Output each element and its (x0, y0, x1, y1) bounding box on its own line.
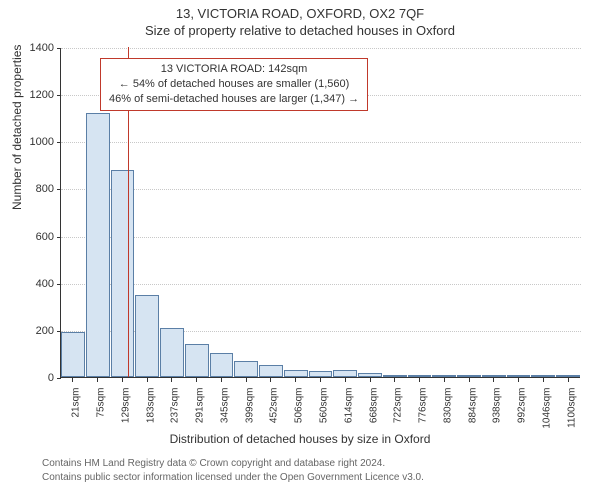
gridline (61, 189, 581, 190)
histogram-bar (284, 370, 308, 377)
xtick-mark (270, 378, 271, 382)
page-title: 13, VICTORIA ROAD, OXFORD, OX2 7QF (0, 0, 600, 21)
xtick-label: 183sqm (145, 388, 156, 424)
histogram-bar (61, 332, 85, 377)
histogram-bar (482, 375, 506, 377)
histogram-bar (358, 373, 382, 377)
xtick-label: 237sqm (170, 388, 181, 424)
x-axis-label: Distribution of detached houses by size … (0, 432, 600, 446)
histogram-bar (309, 371, 333, 377)
xtick-label: 75sqm (96, 388, 107, 418)
histogram-bar (135, 295, 159, 378)
histogram-bar (111, 170, 135, 377)
ytick-mark (57, 378, 61, 379)
xtick-label: 830sqm (442, 388, 453, 424)
info-line-2: ← 54% of detached houses are smaller (1,… (109, 77, 359, 92)
histogram-bar (86, 113, 110, 377)
chart-area: 13 VICTORIA ROAD: 142sqm ← 54% of detach… (60, 48, 580, 378)
ytick-label: 800 (36, 183, 54, 195)
xtick-mark (72, 378, 73, 382)
xtick-label: 452sqm (269, 388, 280, 424)
footer-license: Contains public sector information licen… (42, 472, 424, 483)
xtick-label: 1100sqm (566, 388, 577, 428)
ytick-mark (57, 189, 61, 190)
chart-container: 13, VICTORIA ROAD, OXFORD, OX2 7QF Size … (0, 0, 600, 500)
info-line-3: 46% of semi-detached houses are larger (… (109, 92, 359, 107)
ytick-label: 400 (36, 278, 54, 290)
xtick-label: 722sqm (393, 388, 404, 424)
ytick-label: 1000 (30, 136, 54, 148)
histogram-bar (160, 328, 184, 378)
histogram-bar (531, 375, 555, 377)
gridline (61, 284, 581, 285)
histogram-bar (333, 370, 357, 377)
xtick-label: 506sqm (294, 388, 305, 424)
histogram-bar (383, 375, 407, 377)
ytick-mark (57, 48, 61, 49)
ytick-mark (57, 142, 61, 143)
ytick-mark (57, 237, 61, 238)
xtick-mark (122, 378, 123, 382)
info-line-1: 13 VICTORIA ROAD: 142sqm (109, 62, 359, 77)
xtick-mark (246, 378, 247, 382)
ytick-label: 600 (36, 231, 54, 243)
ytick-label: 200 (36, 325, 54, 337)
histogram-bar (457, 375, 481, 377)
ytick-label: 0 (48, 372, 54, 384)
xtick-mark (295, 378, 296, 382)
xtick-mark (97, 378, 98, 382)
xtick-label: 345sqm (219, 388, 230, 424)
xtick-label: 992sqm (517, 388, 528, 424)
xtick-mark (370, 378, 371, 382)
xtick-mark (493, 378, 494, 382)
footer-copyright: Contains HM Land Registry data © Crown c… (42, 458, 385, 469)
reference-info-box: 13 VICTORIA ROAD: 142sqm ← 54% of detach… (100, 58, 368, 111)
xtick-mark (147, 378, 148, 382)
xtick-mark (518, 378, 519, 382)
ytick-mark (57, 95, 61, 96)
xtick-label: 1046sqm (541, 388, 552, 429)
histogram-bar (408, 375, 432, 377)
y-axis-label: Number of detached properties (10, 45, 24, 210)
gridline (61, 237, 581, 238)
histogram-bar (432, 375, 456, 377)
xtick-mark (568, 378, 569, 382)
ytick-label: 1400 (30, 42, 54, 54)
xtick-mark (196, 378, 197, 382)
xtick-mark (221, 378, 222, 382)
gridline (61, 48, 581, 49)
xtick-label: 129sqm (120, 388, 131, 424)
histogram-bar (507, 375, 531, 377)
xtick-label: 21sqm (71, 388, 82, 418)
page-subtitle: Size of property relative to detached ho… (0, 21, 600, 38)
histogram-bar (259, 365, 283, 377)
xtick-mark (543, 378, 544, 382)
histogram-bar (234, 361, 258, 378)
xtick-mark (171, 378, 172, 382)
histogram-bar (185, 344, 209, 377)
xtick-label: 560sqm (319, 388, 330, 424)
gridline (61, 142, 581, 143)
ytick-label: 1200 (30, 89, 54, 101)
xtick-mark (345, 378, 346, 382)
xtick-mark (469, 378, 470, 382)
xtick-label: 938sqm (492, 388, 503, 424)
xtick-mark (419, 378, 420, 382)
xtick-mark (444, 378, 445, 382)
xtick-label: 291sqm (195, 388, 206, 424)
xtick-mark (394, 378, 395, 382)
xtick-label: 614sqm (343, 388, 354, 424)
histogram-bar (556, 375, 580, 377)
xtick-label: 884sqm (467, 388, 478, 424)
xtick-label: 776sqm (418, 388, 429, 424)
xtick-label: 399sqm (244, 388, 255, 424)
xtick-mark (320, 378, 321, 382)
xtick-label: 668sqm (368, 388, 379, 424)
histogram-bar (210, 353, 234, 377)
ytick-mark (57, 284, 61, 285)
